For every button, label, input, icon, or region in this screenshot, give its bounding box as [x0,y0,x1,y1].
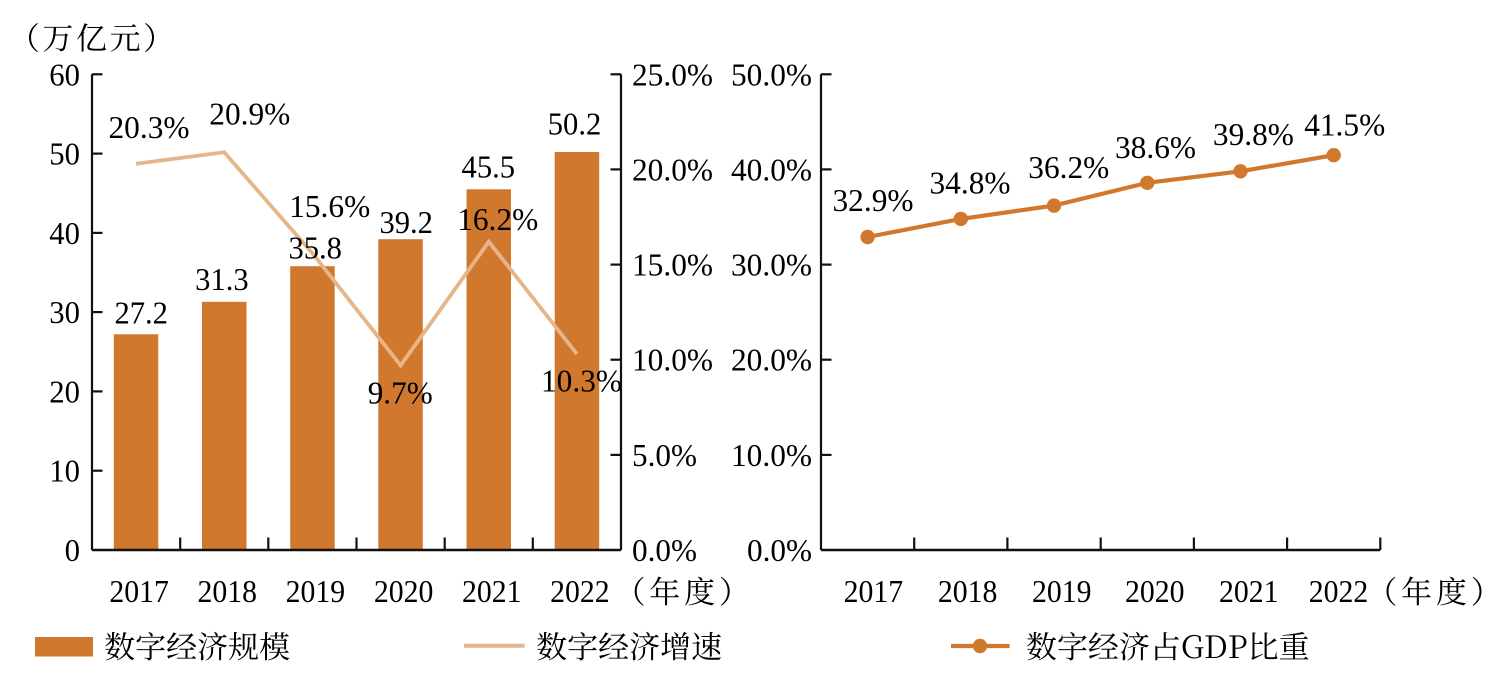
svg-text:50: 50 [49,136,80,172]
svg-text:20.9%: 20.9% [209,96,290,132]
svg-text:0.0%: 0.0% [632,532,697,568]
svg-text:36.2%: 36.2% [1028,149,1109,185]
svg-text:2018: 2018 [938,573,998,609]
svg-text:10.3%: 10.3% [541,363,622,399]
svg-text:27.2: 27.2 [114,295,168,331]
svg-text:2021: 2021 [462,573,522,609]
svg-text:10: 10 [49,453,80,489]
svg-text:2019: 2019 [1032,573,1092,609]
svg-text:60: 60 [49,56,80,92]
svg-text:10.0%: 10.0% [731,437,812,473]
svg-text:2020: 2020 [374,573,434,609]
svg-text:20: 20 [49,373,80,409]
svg-text:38.6%: 38.6% [1115,129,1196,165]
svg-text:20.3%: 20.3% [109,109,190,145]
svg-text:30: 30 [49,294,80,330]
svg-text:20.0%: 20.0% [731,342,812,378]
svg-text:30.0%: 30.0% [731,247,812,283]
svg-text:40: 40 [49,215,80,251]
svg-text:39.8%: 39.8% [1213,116,1294,152]
svg-text:31.3: 31.3 [195,261,249,297]
svg-text:50.0%: 50.0% [731,56,812,92]
svg-text:2022: 2022 [1309,573,1369,609]
svg-text:2019: 2019 [286,573,346,609]
svg-text:40.0%: 40.0% [731,151,812,187]
svg-text:50.2: 50.2 [548,106,602,142]
svg-text:41.5%: 41.5% [1304,107,1385,143]
svg-text:15.0%: 15.0% [632,247,713,283]
svg-text:16.2%: 16.2% [457,201,538,237]
svg-text:2021: 2021 [1219,573,1279,609]
svg-text:2022: 2022 [550,573,610,609]
svg-text:2017: 2017 [844,573,904,609]
svg-text:2018: 2018 [197,573,257,609]
svg-text:35.8: 35.8 [288,230,342,266]
svg-text:10.0%: 10.0% [632,342,713,378]
svg-text:32.9%: 32.9% [833,182,914,218]
svg-text:2017: 2017 [109,573,169,609]
svg-text:45.5: 45.5 [462,148,516,184]
svg-text:39.2: 39.2 [379,204,433,240]
svg-text:0: 0 [65,532,80,568]
svg-text:15.6%: 15.6% [289,188,370,224]
svg-text:9.7%: 9.7% [368,374,433,410]
svg-text:20.0%: 20.0% [632,151,713,187]
svg-text:2020: 2020 [1125,573,1185,609]
svg-text:0.0%: 0.0% [747,532,812,568]
svg-text:5.0%: 5.0% [632,437,697,473]
svg-text:34.8%: 34.8% [930,164,1011,200]
svg-text:25.0%: 25.0% [632,56,713,92]
